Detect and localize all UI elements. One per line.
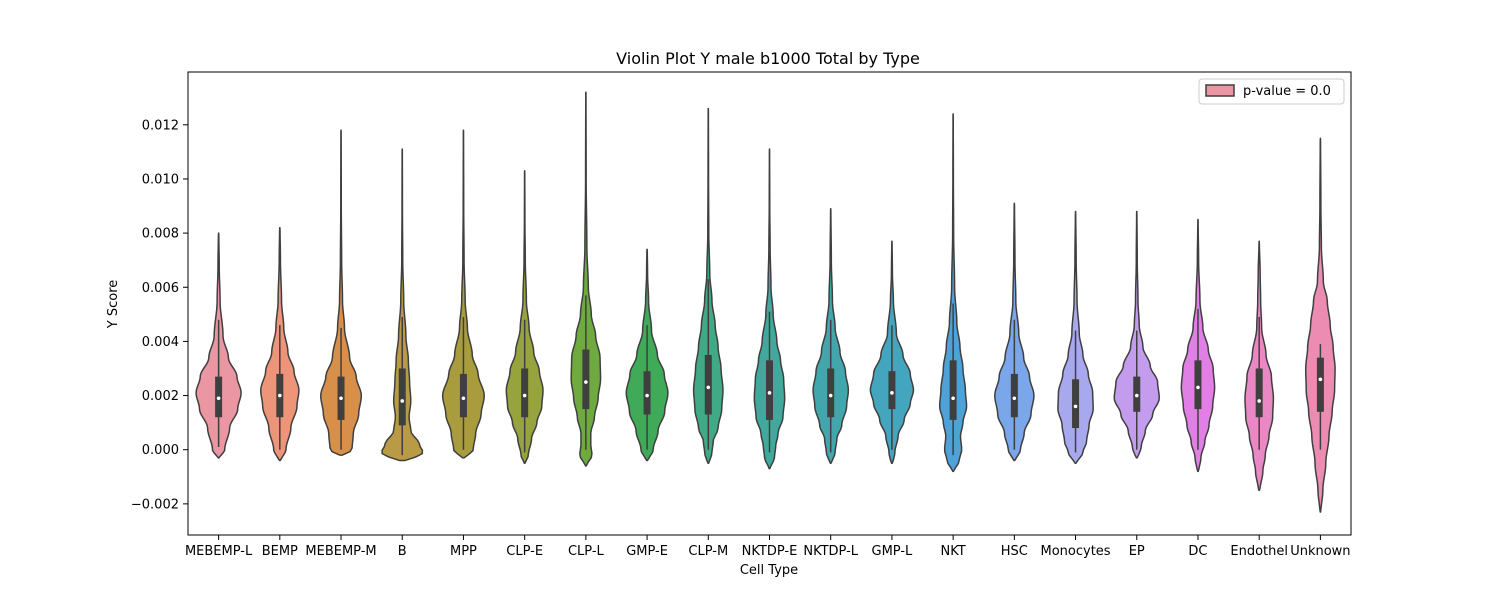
violin-median xyxy=(522,393,527,398)
legend-label: p-value = 0.0 xyxy=(1243,84,1331,99)
chart-title: Violin Plot Y male b1000 Total by Type xyxy=(616,49,920,68)
legend-swatch xyxy=(1205,84,1235,97)
y-tick-label: 0.008 xyxy=(142,227,179,242)
violin-b xyxy=(381,148,424,462)
x-tick-label: B xyxy=(398,544,407,559)
violin-median xyxy=(1073,404,1078,409)
violin-clp-m xyxy=(692,107,724,464)
x-tick-label: CLP-M xyxy=(688,544,728,559)
y-tick-label: 0.002 xyxy=(142,389,179,404)
x-tick-label: Monocytes xyxy=(1041,544,1111,559)
violin-iqr-box xyxy=(1010,373,1018,418)
x-tick-label: GMP-L xyxy=(872,544,914,559)
x-tick-label: MEBEMP-L xyxy=(185,544,253,559)
y-tick-label: −0.002 xyxy=(131,497,179,512)
violin-clp-l xyxy=(570,91,602,467)
violin-median xyxy=(1012,396,1017,401)
violin-bemp xyxy=(259,226,300,462)
violin-clp-e xyxy=(505,170,544,464)
violin-body xyxy=(320,129,363,456)
violin-nktdp-l xyxy=(812,207,850,464)
violin-median xyxy=(828,393,833,398)
violin-body xyxy=(570,91,602,467)
x-tick-label: HSC xyxy=(1001,544,1028,559)
x-tick-label: CLP-E xyxy=(506,544,543,559)
violin-body xyxy=(505,170,544,464)
x-tick-label: Unknown xyxy=(1290,544,1350,559)
violin-median xyxy=(890,391,894,395)
violin-iqr-box xyxy=(1255,368,1263,418)
violin-body xyxy=(1304,137,1336,513)
y-tick-label: 0.004 xyxy=(142,335,179,350)
violin-iqr-box xyxy=(949,360,957,420)
violin-mpp xyxy=(441,129,485,459)
violin-mebemp-m xyxy=(320,129,363,456)
violin-unknown xyxy=(1304,137,1336,513)
x-tick-label: MPP xyxy=(450,544,477,559)
violin-iqr-box xyxy=(459,373,467,418)
x-tick-label: GMP-E xyxy=(626,544,668,559)
x-tick-label: DC xyxy=(1188,544,1207,559)
violin-body xyxy=(441,129,485,459)
violin-nktdp-e xyxy=(753,148,786,470)
y-tick-label: 0.000 xyxy=(142,443,179,458)
y-tick-label: 0.006 xyxy=(142,281,179,296)
y-axis: −0.002 0.000 0.002 0.004 0.006 0.008 0.010 0.01… xyxy=(131,118,188,512)
x-tick-label: EP xyxy=(1129,544,1145,559)
violin-median xyxy=(584,380,588,384)
violin-mebemp-l xyxy=(195,232,242,459)
violin-median xyxy=(1318,377,1323,382)
x-tick-label: CLP-L xyxy=(568,544,605,559)
violin-iqr-box xyxy=(398,368,406,426)
violin-body xyxy=(381,148,424,462)
violin-median xyxy=(706,385,711,390)
y-tick-label: 0.010 xyxy=(142,172,179,187)
violin-median xyxy=(1257,399,1261,403)
violin-iqr-box xyxy=(582,349,590,410)
y-tick-label: 0.012 xyxy=(142,118,179,133)
violin-monocytes xyxy=(1057,210,1094,464)
x-tick-label: MEBEMP-M xyxy=(305,544,376,559)
x-tick-label: BEMP xyxy=(262,544,298,559)
y-axis-label: Y Score xyxy=(106,280,121,329)
violin-iqr-box xyxy=(1194,360,1202,410)
violin-median xyxy=(951,396,955,401)
violin-body xyxy=(753,148,786,470)
violin-iqr-box xyxy=(888,371,896,410)
violin-iqr-box xyxy=(1316,357,1324,412)
violin-iqr-box xyxy=(521,368,529,418)
violin-median xyxy=(339,396,343,401)
violin-body xyxy=(938,113,968,473)
violin-iqr-box xyxy=(1072,379,1080,429)
violin-median xyxy=(1196,385,1200,390)
violin-median xyxy=(278,393,282,398)
violin-iqr-box xyxy=(827,368,835,418)
x-tick-label: NKT xyxy=(941,544,966,559)
violin-dc xyxy=(1180,218,1216,473)
violin-median xyxy=(216,396,221,401)
violin-gmp-l xyxy=(869,240,915,464)
violins-layer xyxy=(195,91,1336,513)
violin-iqr-box xyxy=(704,354,712,415)
violin-median xyxy=(461,396,466,401)
violin-ep xyxy=(1113,210,1161,459)
violin-median xyxy=(645,393,649,398)
violin-gmp-e xyxy=(625,248,669,462)
violin-iqr-box xyxy=(766,360,773,420)
x-tick-label: Endothel xyxy=(1230,544,1288,559)
violin-iqr-box xyxy=(643,371,651,415)
x-axis-label: Cell Type xyxy=(740,563,798,578)
violin-median xyxy=(767,391,772,395)
x-tick-label: NKTDP-E xyxy=(742,544,798,559)
x-tick-label: NKTDP-L xyxy=(803,544,858,559)
violin-nkt xyxy=(938,113,968,473)
violin-endothel xyxy=(1244,240,1275,492)
violin-hsc xyxy=(994,202,1035,462)
violin-median xyxy=(400,399,405,403)
x-axis: MEBEMP-L BEMP MEBEMP-M B MPP CLP-E CLP-L GMP-E C… xyxy=(185,535,1351,559)
legend: p-value = 0.0 xyxy=(1198,78,1345,105)
legend-box xyxy=(1198,78,1345,105)
violin-median xyxy=(1134,393,1139,398)
